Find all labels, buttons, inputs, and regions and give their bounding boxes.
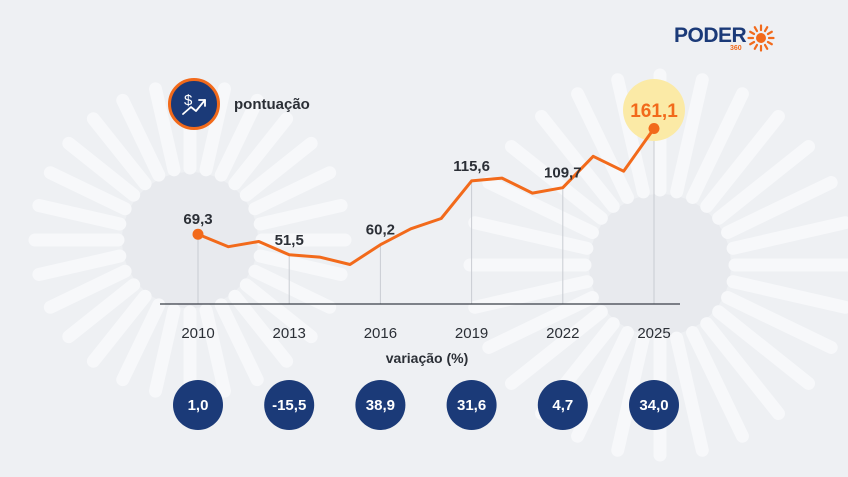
sunburst-ray	[721, 176, 838, 239]
sunburst-ray	[214, 298, 264, 387]
sunburst-ray	[712, 305, 816, 390]
highlight-halo-layer	[623, 79, 685, 141]
sunburst-ray	[253, 199, 348, 231]
sun-icon	[747, 24, 775, 52]
variation-value: 38,9	[366, 397, 395, 414]
sunburst-ray	[468, 216, 594, 255]
data-label: 51,5	[275, 232, 304, 249]
data-point	[192, 228, 204, 240]
x-tick-label: 2013	[273, 325, 306, 342]
logo-wordmark: PODER	[674, 24, 747, 47]
sunburst-ray	[700, 317, 785, 421]
variation-value: 4,7	[552, 397, 573, 414]
sunburst-ray	[239, 136, 318, 202]
sunburst-ray	[686, 87, 749, 204]
sunburst-ray	[726, 216, 848, 255]
variation-bubble	[537, 380, 588, 430]
x-tick-label: 2025	[637, 325, 670, 342]
sunburst-core	[589, 194, 731, 336]
sunburst-ray	[700, 109, 785, 213]
variation-value: -15,5	[272, 397, 306, 414]
sunburst-ray	[504, 305, 608, 390]
sunburst-ray	[571, 326, 634, 443]
sunburst-ray	[32, 249, 127, 281]
data-labels: 69,3 51,5 60,2 115,6 109,7 161,1	[183, 101, 678, 249]
variation-bubble	[629, 380, 679, 430]
sunburst-ray	[611, 331, 650, 457]
sunburst-ray	[611, 73, 650, 199]
x-tick-label: 2022	[546, 325, 579, 342]
sunburst-core	[122, 172, 258, 308]
sunburst-ray	[43, 166, 132, 216]
logo-sub: 360	[730, 45, 742, 52]
sunburst-ray	[239, 278, 318, 344]
sunburst-ray	[199, 303, 231, 398]
sunburst-ray	[86, 289, 152, 368]
background-sunburst	[28, 68, 848, 462]
svg-text:$: $	[184, 92, 193, 109]
sunburst-ray	[228, 289, 294, 368]
variation-value: 34,0	[639, 397, 668, 414]
legend-label: pontuação	[234, 95, 310, 113]
data-label: 69,3	[183, 211, 212, 228]
poder360-logo: PODER 360	[674, 24, 775, 54]
sunburst-ray	[149, 82, 181, 177]
data-label: 109,7	[544, 165, 582, 182]
sunburst-ray	[670, 331, 709, 457]
variation-value: 1,0	[188, 397, 209, 414]
sunburst-ray	[32, 199, 127, 231]
data-label: 115,6	[453, 158, 490, 175]
sunburst-ray	[253, 249, 348, 281]
sunburst-ray	[62, 278, 141, 344]
variation-value: 31,6	[457, 397, 486, 414]
x-tick-label: 2019	[455, 325, 488, 342]
variation-bubble	[446, 380, 497, 430]
data-point	[648, 122, 660, 134]
sunburst-ray	[228, 112, 294, 191]
sunburst-ray	[149, 303, 181, 398]
variation-bubbles: 1,0 -15,5 38,9 31,6 4,7 34,0	[173, 380, 679, 430]
sunburst-ray	[248, 264, 337, 314]
money-trend-icon: $	[168, 78, 220, 130]
data-label: 60,2	[366, 222, 395, 239]
legend: $ pontuação	[168, 78, 310, 130]
sunburst-ray	[571, 87, 634, 204]
highlight-halo	[623, 79, 685, 141]
sunburst-ray	[726, 275, 848, 314]
sunburst-ray	[535, 109, 620, 213]
x-tick-labels: 2010 2013 2016 2019 2022 2025	[181, 325, 670, 342]
sunburst-ray	[482, 291, 599, 354]
sunburst-ray	[116, 298, 166, 387]
sunburst-ray	[712, 140, 816, 225]
x-tick-label: 2010	[181, 325, 214, 342]
sunburst-ray	[670, 73, 709, 199]
variation-title: variação (%)	[386, 350, 468, 366]
sunburst-ray	[721, 291, 838, 354]
vertical-guides	[197, 128, 655, 304]
variation-bubble	[264, 380, 315, 430]
variation-bubble	[173, 380, 223, 430]
data-points	[192, 122, 660, 240]
data-label: 161,1	[630, 101, 678, 122]
x-tick-label: 2016	[364, 325, 397, 342]
sunburst-ray	[482, 176, 599, 239]
sunburst-ray	[43, 264, 132, 314]
variation-bubble	[355, 380, 406, 430]
sunburst-ray	[686, 326, 749, 443]
sunburst-ray	[214, 93, 264, 182]
sunburst-ray	[86, 112, 152, 191]
series-line-pontuacao	[196, 127, 656, 266]
sunburst-ray	[248, 166, 337, 216]
sunburst-ray	[62, 136, 141, 202]
sunburst-ray	[199, 82, 231, 177]
sunburst-ray	[504, 140, 608, 225]
sunburst-ray	[116, 93, 166, 182]
sunburst-ray	[468, 275, 594, 314]
